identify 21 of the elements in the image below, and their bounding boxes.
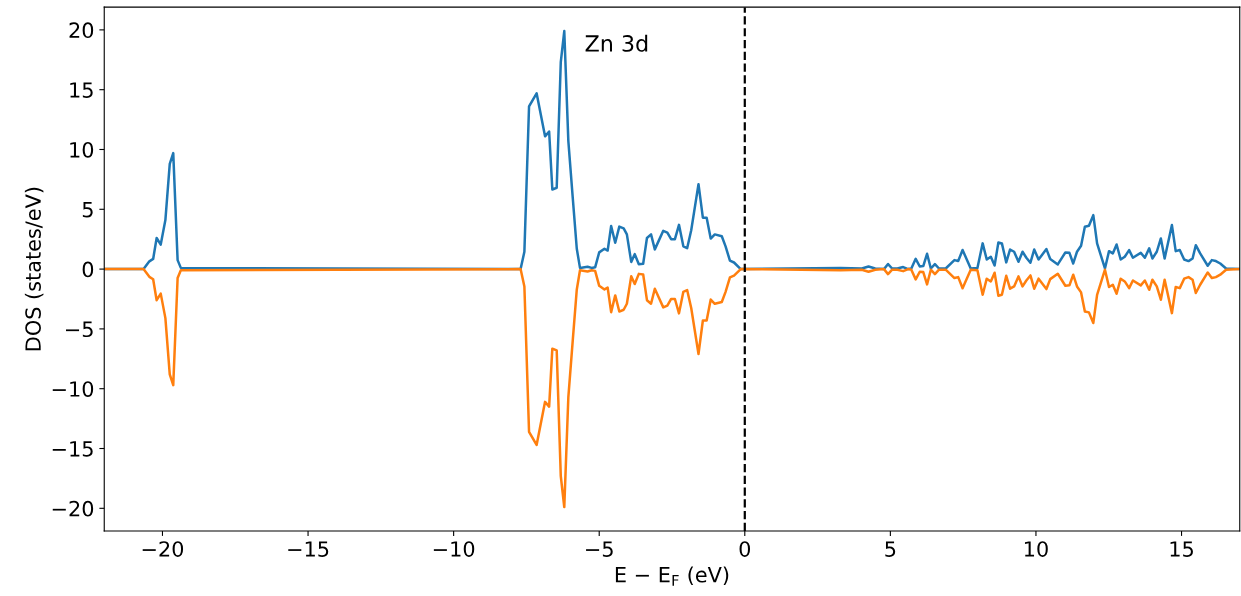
y-tick-label: 0 xyxy=(82,261,94,278)
y-tick-label: −20 xyxy=(52,500,94,517)
x-tick-label: −10 xyxy=(433,541,475,557)
x-axis-title: E − E$_{F}$ (eV) xyxy=(615,566,729,586)
y-tick-label: 5 xyxy=(82,202,93,218)
y-axis-title: DOS (states/eV) xyxy=(24,187,44,351)
x-tick-label: 15 xyxy=(1170,541,1193,557)
x-tick-label: −15 xyxy=(288,541,329,557)
y-tick-label: 10 xyxy=(70,141,94,158)
x-tick-label: −20 xyxy=(142,541,184,557)
x-tick-label: 0 xyxy=(739,541,751,557)
y-tick-label: 15 xyxy=(70,82,93,98)
line-series xyxy=(104,267,1240,509)
x-tick-label: 5 xyxy=(885,541,896,557)
annotation: Zn 3d xyxy=(585,34,648,52)
y-tick-label: −5 xyxy=(66,321,93,338)
y-tick-label: 20 xyxy=(69,22,94,39)
y-tick-label: −15 xyxy=(52,441,93,457)
x-tick-label: 10 xyxy=(1024,541,1048,557)
y-tick-label: −10 xyxy=(52,381,94,397)
x-tick-label: −5 xyxy=(586,541,613,557)
